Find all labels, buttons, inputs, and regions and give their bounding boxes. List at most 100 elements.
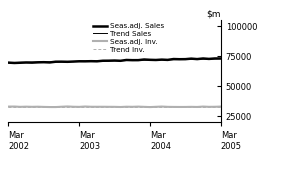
Seas.adj. Sales xyxy=(201,57,205,59)
Trend Inv. xyxy=(66,106,69,108)
Trend Sales xyxy=(166,59,169,61)
Trend Sales xyxy=(136,59,140,61)
Trend Inv. xyxy=(219,106,222,108)
Seas.adj. Sales xyxy=(78,60,81,62)
Seas.adj. Inv. xyxy=(13,106,16,108)
Seas.adj. Inv. xyxy=(72,106,75,108)
Seas.adj. Sales xyxy=(89,60,93,62)
Trend Inv. xyxy=(13,106,16,108)
Seas.adj. Sales xyxy=(184,58,187,60)
Trend Inv. xyxy=(30,106,34,108)
Seas.adj. Sales xyxy=(42,61,46,63)
Trend Inv. xyxy=(54,106,57,108)
Seas.adj. Inv. xyxy=(101,106,104,108)
Trend Inv. xyxy=(148,106,152,108)
Trend Sales xyxy=(7,62,10,64)
Trend Sales xyxy=(101,60,104,62)
Seas.adj. Sales xyxy=(101,60,104,62)
Trend Inv. xyxy=(154,106,158,108)
Trend Sales xyxy=(19,61,22,63)
Seas.adj. Inv. xyxy=(19,106,22,108)
Seas.adj. Sales xyxy=(196,58,199,60)
Line: Trend Sales: Trend Sales xyxy=(8,59,221,63)
Trend Sales xyxy=(219,58,222,60)
Seas.adj. Sales xyxy=(125,59,128,61)
Trend Inv. xyxy=(136,106,140,108)
Trend Inv. xyxy=(42,106,46,108)
Trend Sales xyxy=(89,60,93,62)
Seas.adj. Sales xyxy=(154,59,158,61)
Seas.adj. Sales xyxy=(172,58,175,60)
Seas.adj. Sales xyxy=(219,57,222,59)
Seas.adj. Sales xyxy=(7,62,10,64)
Seas.adj. Inv. xyxy=(166,106,169,108)
Trend Sales xyxy=(119,60,122,62)
Seas.adj. Inv. xyxy=(142,106,146,108)
Seas.adj. Inv. xyxy=(113,106,116,108)
Seas.adj. Inv. xyxy=(60,106,63,108)
Trend Sales xyxy=(148,59,152,61)
Trend Inv. xyxy=(160,106,164,108)
Trend Inv. xyxy=(89,106,93,108)
Trend Sales xyxy=(196,58,199,60)
Seas.adj. Inv. xyxy=(48,106,52,108)
Seas.adj. Inv. xyxy=(172,106,175,108)
Seas.adj. Inv. xyxy=(178,106,181,108)
Trend Inv. xyxy=(201,106,205,108)
Trend Sales xyxy=(66,61,69,63)
Seas.adj. Inv. xyxy=(184,106,187,108)
Trend Inv. xyxy=(107,106,110,108)
Seas.adj. Sales xyxy=(166,59,169,61)
Seas.adj. Sales xyxy=(24,62,28,64)
Trend Inv. xyxy=(172,106,175,108)
Trend Sales xyxy=(72,61,75,63)
Trend Inv. xyxy=(178,106,181,108)
Trend Inv. xyxy=(207,106,211,108)
Seas.adj. Sales xyxy=(113,59,116,62)
Seas.adj. Inv. xyxy=(24,106,28,108)
Trend Sales xyxy=(78,60,81,62)
Trend Inv. xyxy=(36,106,40,108)
Seas.adj. Inv. xyxy=(95,106,98,108)
Seas.adj. Sales xyxy=(36,61,40,63)
Trend Inv. xyxy=(19,106,22,108)
Trend Sales xyxy=(95,60,98,62)
Trend Inv. xyxy=(166,106,169,108)
Text: $m: $m xyxy=(206,9,221,18)
Seas.adj. Sales xyxy=(30,62,34,64)
Trend Sales xyxy=(184,58,187,61)
Seas.adj. Sales xyxy=(207,58,211,60)
Trend Sales xyxy=(201,58,205,60)
Trend Sales xyxy=(172,59,175,61)
Seas.adj. Sales xyxy=(60,61,63,63)
Line: Seas.adj. Sales: Seas.adj. Sales xyxy=(8,58,221,63)
Seas.adj. Inv. xyxy=(83,106,87,108)
Trend Sales xyxy=(107,60,110,62)
Seas.adj. Sales xyxy=(19,62,22,64)
Trend Inv. xyxy=(131,106,134,108)
Seas.adj. Inv. xyxy=(190,106,193,108)
Trend Sales xyxy=(113,60,116,62)
Trend Sales xyxy=(142,59,146,61)
Seas.adj. Inv. xyxy=(54,106,57,108)
Trend Inv. xyxy=(60,106,63,108)
Line: Seas.adj. Inv.: Seas.adj. Inv. xyxy=(8,106,221,107)
Seas.adj. Sales xyxy=(160,59,164,61)
Seas.adj. Inv. xyxy=(219,106,222,108)
Seas.adj. Inv. xyxy=(89,106,93,108)
Trend Inv. xyxy=(190,106,193,108)
Trend Sales xyxy=(154,59,158,61)
Seas.adj. Sales xyxy=(48,61,52,63)
Seas.adj. Sales xyxy=(54,61,57,63)
Trend Sales xyxy=(42,61,46,63)
Seas.adj. Sales xyxy=(66,61,69,63)
Seas.adj. Inv. xyxy=(131,106,134,108)
Trend Sales xyxy=(30,61,34,63)
Seas.adj. Sales xyxy=(178,58,181,60)
Seas.adj. Sales xyxy=(83,60,87,62)
Trend Inv. xyxy=(78,106,81,108)
Trend Inv. xyxy=(196,106,199,108)
Seas.adj. Inv. xyxy=(119,106,122,108)
Trend Sales xyxy=(190,58,193,60)
Seas.adj. Inv. xyxy=(154,106,158,108)
